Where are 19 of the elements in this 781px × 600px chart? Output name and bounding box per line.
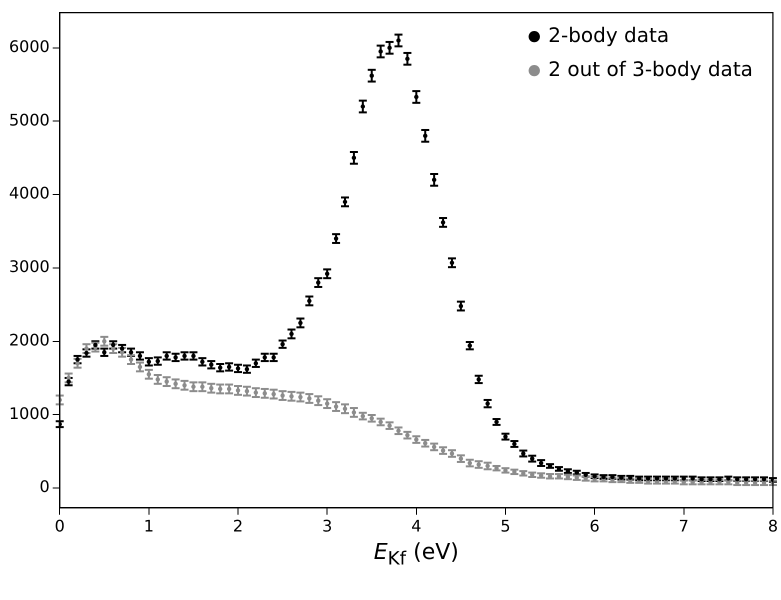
legend-label: 2 out of 3-body data bbox=[548, 56, 753, 81]
y-tick-label: 1000 bbox=[9, 404, 50, 423]
y-tick-label: 0 bbox=[40, 477, 50, 496]
x-tick-label: 8 bbox=[768, 516, 778, 536]
y-tick-label: 5000 bbox=[9, 110, 50, 130]
legend-label: 2-body data bbox=[548, 22, 670, 47]
x-tick-label: 6 bbox=[590, 516, 600, 536]
x-tick-label: 2 bbox=[232, 516, 244, 536]
x-tick-label: 1 bbox=[144, 516, 154, 536]
x-tick-label: 5 bbox=[500, 516, 511, 536]
x-axis-title: E$_{Kf}$ (eV) bbox=[372, 540, 460, 570]
x-tick-label: 7 bbox=[678, 516, 689, 536]
y-tick-label: 3000 bbox=[9, 257, 50, 276]
y-tick-label: 6000 bbox=[9, 36, 50, 56]
y-tick-label: 2000 bbox=[9, 330, 50, 350]
x-tick-label: 0 bbox=[54, 516, 65, 536]
y-tick-label: 4000 bbox=[9, 184, 50, 203]
x-tick-label: 3 bbox=[322, 516, 332, 536]
x-tick-label: 4 bbox=[411, 516, 422, 536]
